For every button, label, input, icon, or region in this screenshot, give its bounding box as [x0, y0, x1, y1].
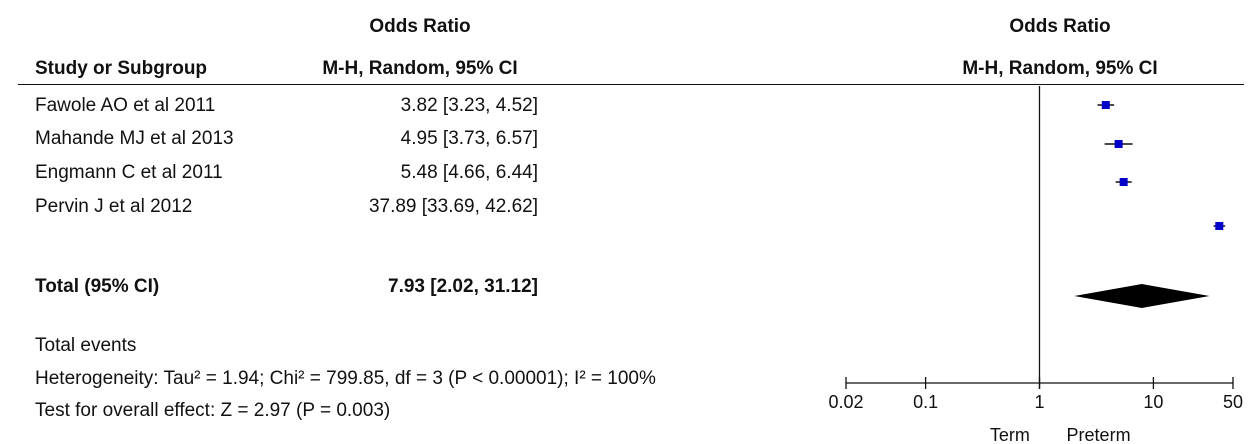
axis-label-right: Preterm: [1067, 425, 1131, 444]
study-point-marker: [1119, 178, 1128, 186]
or-column-title: Odds Ratio: [369, 16, 471, 37]
study-point-marker: [1215, 222, 1224, 230]
study-name: Pervin J et al 2012: [35, 196, 193, 217]
study-ci-text: 5.48 [4.66, 6.44]: [400, 162, 538, 183]
x-tick-label: 1: [1034, 392, 1044, 412]
study-point-marker: [1114, 140, 1123, 148]
plot-column-method: M-H, Random, 95% CI: [962, 58, 1158, 79]
total-label: Total (95% CI): [35, 276, 160, 297]
x-tick-label: 0.1: [913, 392, 938, 412]
total-ci-text: 7.93 [2.02, 31.12]: [388, 276, 538, 297]
x-tick-label: 0.02: [828, 392, 863, 412]
study-name: Engmann C et al 2011: [35, 162, 223, 183]
x-tick-label: 10: [1143, 392, 1163, 412]
overall-effect-text: Test for overall effect: Z = 2.97 (P = 0…: [35, 400, 391, 421]
study-name: Mahande MJ et al 2013: [35, 128, 234, 149]
study-ci-text: 4.95 [3.73, 6.57]: [400, 128, 538, 149]
heterogeneity-text: Heterogeneity: Tau² = 1.94; Chi² = 799.8…: [35, 368, 656, 389]
x-tick-label: 50: [1223, 392, 1243, 412]
or-column-method: M-H, Random, 95% CI: [322, 58, 518, 79]
study-ci-text: 3.82 [3.23, 4.52]: [400, 95, 538, 116]
study-name: Fawole AO et al 2011: [35, 95, 216, 116]
plot-column-title: Odds Ratio: [1009, 16, 1111, 37]
study-column-header: Study or Subgroup: [35, 58, 208, 79]
axis-label-left: Term: [990, 425, 1030, 444]
study-ci-text: 37.89 [33.69, 42.62]: [368, 196, 538, 217]
total-events-label: Total events: [35, 335, 137, 356]
study-point-marker: [1101, 101, 1110, 109]
pooled-effect-diamond: [1074, 284, 1210, 308]
header-divider-line: [18, 84, 1244, 85]
